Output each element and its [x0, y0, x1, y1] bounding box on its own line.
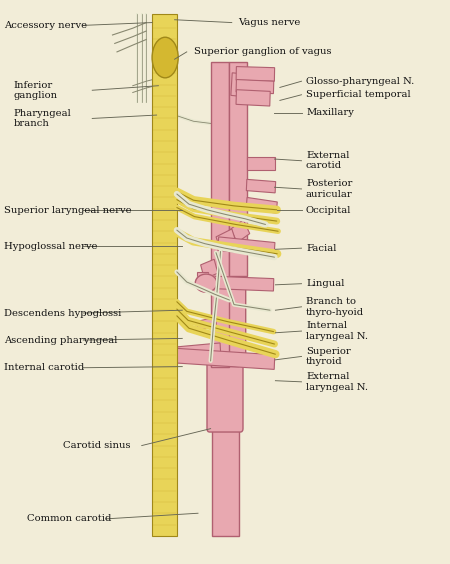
Text: Superior
thyroid: Superior thyroid: [306, 347, 351, 366]
Polygon shape: [218, 237, 275, 256]
Polygon shape: [171, 343, 221, 363]
Polygon shape: [236, 67, 274, 81]
Text: Branch to
thyro-hyoid: Branch to thyro-hyoid: [306, 297, 364, 316]
Text: External
laryngeal N.: External laryngeal N.: [306, 372, 368, 391]
Polygon shape: [246, 179, 276, 193]
Bar: [229, 62, 247, 276]
Polygon shape: [171, 348, 275, 369]
Polygon shape: [197, 272, 208, 282]
FancyBboxPatch shape: [207, 358, 243, 432]
Text: Ascending pharyngeal: Ascending pharyngeal: [4, 336, 118, 345]
Polygon shape: [246, 197, 277, 213]
Polygon shape: [236, 80, 274, 94]
Text: Inferior
ganglion: Inferior ganglion: [14, 81, 58, 100]
Polygon shape: [195, 274, 217, 292]
Text: Internal carotid: Internal carotid: [4, 363, 85, 372]
Text: Facial: Facial: [306, 244, 337, 253]
Polygon shape: [202, 276, 274, 291]
Bar: [212, 412, 239, 536]
Text: Internal
laryngeal N.: Internal laryngeal N.: [306, 321, 368, 341]
Polygon shape: [216, 229, 236, 250]
Text: Lingual: Lingual: [306, 279, 344, 288]
Text: Maxillary: Maxillary: [306, 108, 354, 117]
Polygon shape: [231, 220, 250, 243]
Polygon shape: [231, 73, 243, 96]
Polygon shape: [236, 90, 270, 106]
Polygon shape: [201, 259, 218, 279]
Text: Accessory nerve: Accessory nerve: [4, 21, 88, 30]
Text: Descendens hypoglossi: Descendens hypoglossi: [4, 309, 122, 318]
Polygon shape: [247, 157, 275, 170]
Bar: [152, 14, 177, 536]
Text: Hypoglossal nerve: Hypoglossal nerve: [4, 242, 98, 251]
Text: Occipital: Occipital: [306, 206, 351, 215]
Text: Pharyngeal
branch: Pharyngeal branch: [14, 109, 71, 128]
Ellipse shape: [152, 37, 178, 78]
Bar: [211, 62, 229, 367]
Text: Carotid sinus: Carotid sinus: [63, 441, 130, 450]
Text: External
carotid: External carotid: [306, 151, 349, 170]
Text: Vagus nerve: Vagus nerve: [238, 18, 301, 27]
Text: Common carotid: Common carotid: [27, 514, 112, 523]
Text: Glosso-pharyngeal N.: Glosso-pharyngeal N.: [306, 77, 414, 86]
Polygon shape: [197, 317, 216, 331]
Text: Superior laryngeal nerve: Superior laryngeal nerve: [4, 206, 132, 215]
Polygon shape: [212, 262, 246, 367]
Text: Superior ganglion of vagus: Superior ganglion of vagus: [194, 47, 331, 56]
Text: Posterior
auricular: Posterior auricular: [306, 179, 353, 199]
Text: Superficial temporal: Superficial temporal: [306, 90, 410, 99]
